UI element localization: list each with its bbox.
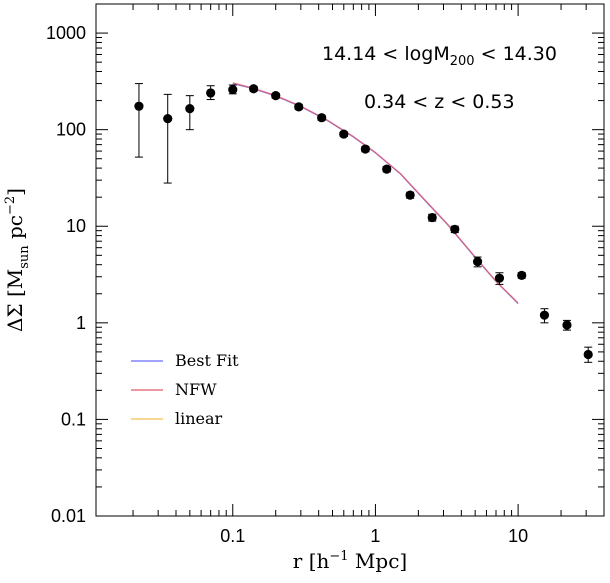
data-point xyxy=(185,104,195,114)
legend-label-linear: linear xyxy=(175,409,223,428)
data-point xyxy=(228,84,238,95)
legend-label-best-fit: Best Fit xyxy=(175,351,239,370)
y-tick-label: 1000 xyxy=(46,23,86,43)
data-point xyxy=(583,349,593,360)
data-point xyxy=(405,190,415,200)
plot-frame xyxy=(95,3,605,517)
y-tick-label: 0.1 xyxy=(61,409,86,429)
data-point xyxy=(472,257,483,267)
legend: Best Fit NFW linear xyxy=(131,351,239,428)
data-point xyxy=(317,113,327,123)
x-tick-label: 0.1 xyxy=(220,526,245,546)
data-point xyxy=(382,164,392,174)
data-point xyxy=(249,84,259,94)
data-point xyxy=(562,320,572,330)
data-point xyxy=(206,88,216,98)
redshift-range-annotation: 0.34 < z < 0.53 xyxy=(364,91,515,113)
data-point xyxy=(339,129,349,139)
data-points-layer xyxy=(134,83,593,363)
data-point xyxy=(517,270,527,280)
x-axis-title: r [h−1 Mpc] xyxy=(293,549,407,573)
y-tick-label: 0.01 xyxy=(51,506,86,526)
mass-range-annotation: 14.14 < logM200 < 14.30 xyxy=(322,43,557,69)
data-point xyxy=(427,212,437,223)
fit-line-best-fit xyxy=(232,82,519,305)
data-point xyxy=(360,144,370,154)
fit-line-nfw xyxy=(232,82,519,304)
y-tick-label: 1 xyxy=(76,313,86,333)
x-tick-label: 1 xyxy=(370,526,380,546)
data-point xyxy=(450,224,460,234)
y-tick-label: 100 xyxy=(56,120,86,140)
data-point xyxy=(539,310,550,320)
fit-lines-layer xyxy=(232,82,519,305)
legend-label-nfw: NFW xyxy=(175,380,217,399)
ticks-layer: 0.1 1 10 0.01 0.1 1 10 100 1000 xyxy=(46,3,605,546)
x-tick-label: 10 xyxy=(508,526,528,546)
data-point xyxy=(294,102,304,112)
y-axis-title: ΔΣ [Msun pc−2] xyxy=(3,188,32,332)
data-point xyxy=(494,273,505,283)
data-point xyxy=(134,101,144,111)
y-tick-label: 10 xyxy=(66,216,86,236)
data-point xyxy=(271,91,281,101)
data-point xyxy=(163,114,173,124)
